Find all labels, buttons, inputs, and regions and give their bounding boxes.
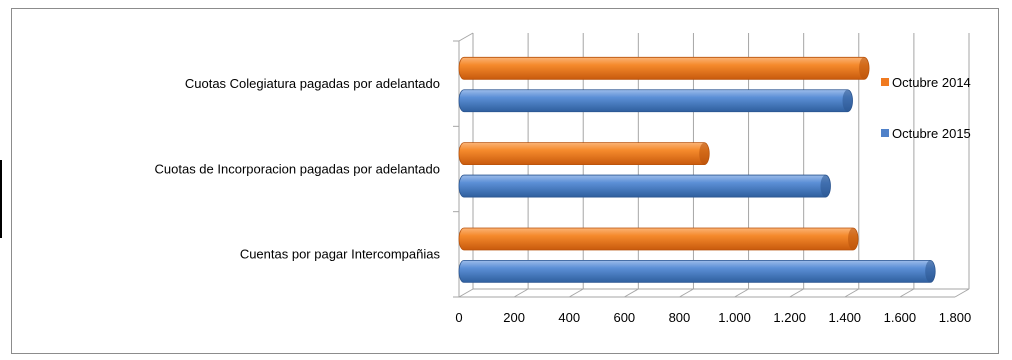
bar-octubre-2015 xyxy=(458,260,936,283)
floor-diagonal xyxy=(679,288,694,298)
legend-swatch xyxy=(881,78,889,86)
bar-octubre-2015-cap xyxy=(842,89,853,112)
x-tick-label: 800 xyxy=(669,310,691,325)
depth-edge-top xyxy=(458,32,474,42)
bar-octubre-2015-body xyxy=(458,260,936,283)
floor-diagonal xyxy=(899,288,915,298)
bar-octubre-2014 xyxy=(458,142,710,166)
bar-octubre-2014-body xyxy=(458,56,870,80)
bar-octubre-2014 xyxy=(458,227,859,251)
x-tick-label: 1.800 xyxy=(939,310,972,325)
bar-octubre-2014-cap xyxy=(859,57,870,80)
floor-diagonal xyxy=(458,288,474,298)
bar-octubre-2015-body xyxy=(458,89,853,113)
x-tick-label: 0 xyxy=(455,310,462,325)
floor-diagonal xyxy=(789,288,804,298)
y-category-label: Cuotas Colegiatura pagadas por adelantad… xyxy=(185,76,440,91)
chart-frame: 0 200 400 600 800 1.000 1.200 1.400 1.600 1.800 Cu… xyxy=(11,8,999,354)
bar-octubre-2014-body xyxy=(458,142,710,166)
labels-layer: 0 200 400 600 800 1.000 1.200 1.400 1.600 1.800 Cu… xyxy=(155,76,972,325)
bar-octubre-2014-body xyxy=(458,227,859,251)
x-tick-label: 1.200 xyxy=(773,310,806,325)
bar-chart: 0 200 400 600 800 1.000 1.200 1.400 1.600 1.800 Cu… xyxy=(155,32,972,325)
floor-diagonal xyxy=(954,288,970,298)
legend: Octubre 2014 Octubre 2015 xyxy=(881,75,971,141)
x-tick-label: 1.400 xyxy=(829,310,862,325)
floor-diagonal xyxy=(568,288,584,298)
floor-diagonal xyxy=(513,288,529,298)
bar-octubre-2015-cap xyxy=(820,175,831,198)
bars-layer xyxy=(458,56,936,283)
y-category-label: Cuentas por pagar Intercompañias xyxy=(240,247,441,262)
bar-octubre-2015 xyxy=(458,174,831,198)
bar-octubre-2015-cap xyxy=(925,260,936,283)
legend-label: Octubre 2014 xyxy=(892,75,971,90)
bar-octubre-2015-body xyxy=(458,174,831,198)
legend-swatch xyxy=(881,129,889,137)
x-tick-label: 600 xyxy=(613,310,635,325)
bar-octubre-2015 xyxy=(458,89,853,113)
bar-octubre-2014-cap xyxy=(699,142,710,165)
bar-octubre-2014-cap xyxy=(848,227,859,250)
legend-label: Octubre 2015 xyxy=(892,126,971,141)
left-edge-mark xyxy=(0,160,2,238)
floor-diagonal xyxy=(734,288,749,298)
floor-diagonal xyxy=(844,288,860,298)
y-category-label: Cuotas de Incorporacion pagadas por adel… xyxy=(155,161,441,176)
x-tick-label: 200 xyxy=(503,310,525,325)
floor-diagonal xyxy=(624,288,639,298)
x-tick-label: 400 xyxy=(558,310,580,325)
x-tick-label: 1.000 xyxy=(718,310,751,325)
bar-octubre-2014 xyxy=(458,56,870,80)
x-tick-label: 1.600 xyxy=(884,310,917,325)
